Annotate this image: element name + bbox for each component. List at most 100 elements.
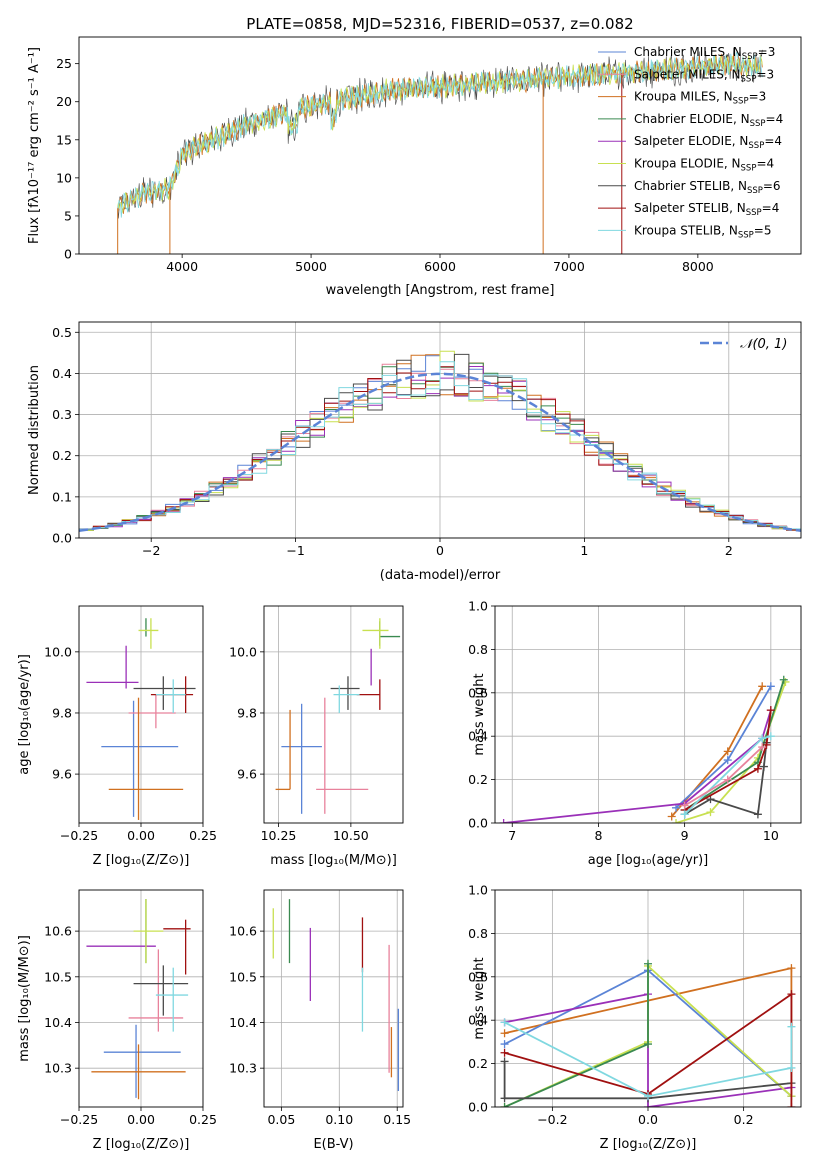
weight-marker <box>779 675 788 684</box>
axes-frame <box>494 889 802 1108</box>
legend: Chabrier MILES, NSSP=3 Salpeter MILES, NS… <box>598 45 783 240</box>
weight-marker <box>759 762 768 771</box>
plot-area <box>79 322 801 538</box>
weight-marker <box>644 1092 652 1101</box>
y-tick-label: 10.5 <box>44 969 72 984</box>
x-tick-label: 7 <box>508 828 516 843</box>
x-axis-label: age [log₁₀(age/yr)] <box>588 853 709 868</box>
x-axis-label: mass [log₁₀(M/M⊙)] <box>270 853 397 868</box>
y-tick-label: 0.3 <box>52 407 72 422</box>
weight-marker <box>500 1029 509 1038</box>
x-tick-label: 0.00 <box>127 828 155 843</box>
x-tick-label: 4000 <box>166 259 198 274</box>
weight-marker <box>680 801 689 810</box>
weight-marker <box>500 1048 509 1057</box>
x-tick-label: 5000 <box>295 259 327 274</box>
y-tick-label: 0.2 <box>468 772 488 787</box>
x-tick-label: 8 <box>594 828 602 843</box>
y-tick-label: 1.0 <box>468 599 488 614</box>
y-tick-label: 10.4 <box>229 1015 257 1030</box>
legend-entry: Salpeter STELIB, NSSP=4 <box>634 201 779 218</box>
legend-entry: Chabrier STELIB, NSSP=6 <box>634 179 781 196</box>
y-tick-label: 15 <box>56 132 72 147</box>
legend-entry: Kroupa MILES, NSSP=3 <box>634 90 766 107</box>
axes-weights_vs_Z: −0.2 0.0 0.2 0.0 0.2 0.4 0.6 0.8 1.0 <box>468 883 802 1127</box>
y-tick-label: 10.0 <box>229 644 257 659</box>
weight-marker <box>758 734 767 743</box>
y-tick-label: 0.6 <box>468 969 488 984</box>
axes-mass_vs_EBV: 0.05 0.10 0.15 10.3 10.4 10.5 10.6 <box>229 889 411 1127</box>
axes-frame <box>263 605 404 824</box>
x-axis-label: Z [log₁₀(Z/Z⊙)] <box>93 853 190 868</box>
weight-marker <box>723 756 732 765</box>
y-tick-label: 0.6 <box>468 685 488 700</box>
y-tick-label: 0.4 <box>468 1013 488 1028</box>
x-axis-label: (data-model)/error <box>380 568 501 583</box>
legend-entry: Chabrier ELODIE, NSSP=4 <box>634 112 783 129</box>
histogram-step <box>79 353 801 531</box>
weight-marker <box>680 810 689 819</box>
histogram-step <box>79 361 801 530</box>
weight-marker <box>644 959 652 968</box>
y-tick-label: 9.6 <box>52 767 72 782</box>
plot-area <box>79 606 203 823</box>
y-tick-label: 10.6 <box>229 924 257 939</box>
x-axis-label: Z [log₁₀(Z/Z⊙)] <box>93 1137 190 1152</box>
y-tick-label: 0.0 <box>468 816 488 831</box>
y-tick-label: 1.0 <box>468 883 488 898</box>
y-tick-label: 0.8 <box>468 926 488 941</box>
x-tick-label: −0.25 <box>60 828 98 843</box>
plot-area <box>495 606 801 823</box>
legend-entry: 𝒩(0, 1) <box>740 337 787 352</box>
y-tick-label: 0.4 <box>52 366 72 381</box>
y-axis-label: mass weight <box>472 957 487 1039</box>
x-tick-label: 0.25 <box>189 828 217 843</box>
weight-marker <box>644 1103 652 1107</box>
y-tick-label: 9.8 <box>237 705 257 720</box>
weight-line <box>675 685 772 809</box>
x-axis-label: Z [log₁₀(Z/Z⊙)] <box>600 1137 697 1152</box>
weight-marker <box>787 964 796 973</box>
axes-spectrum: 4000 5000 6000 7000 8000 0 5 10 15 20 25 <box>56 36 802 274</box>
gaussian-curve <box>79 372 801 533</box>
y-axis-label: Normed distribution <box>27 365 42 495</box>
y-tick-label: 0.4 <box>468 729 488 744</box>
weight-line <box>504 1021 793 1098</box>
x-tick-label: 0.05 <box>267 1112 295 1127</box>
axes-age_vs_mass: 10.25 10.50 9.6 9.8 10.0 <box>229 605 404 843</box>
x-tick-label: 0.0 <box>638 1112 658 1127</box>
y-tick-label: 10.4 <box>44 1015 72 1030</box>
weight-marker <box>753 764 762 773</box>
x-tick-label: 2 <box>725 543 733 558</box>
weight-marker <box>500 1018 509 1027</box>
weight-marker <box>787 1103 796 1107</box>
y-tick-label: 10.6 <box>44 924 72 939</box>
y-axis-label: age [log₁₀(age/yr)] <box>17 654 32 775</box>
y-axis-label: mass weight <box>472 673 487 755</box>
weight-line <box>503 1061 792 1100</box>
y-tick-label: 0.8 <box>468 642 488 657</box>
weight-marker <box>644 1040 652 1049</box>
y-tick-label: 10.3 <box>44 1061 72 1076</box>
y-axis-label: mass [log₁₀(M/M⊙)] <box>17 935 32 1062</box>
x-tick-label: 0.00 <box>127 1112 155 1127</box>
x-tick-label: 0 <box>436 543 444 558</box>
y-tick-label: 9.8 <box>52 705 72 720</box>
weight-marker <box>787 1022 796 1031</box>
weight-marker <box>723 747 732 756</box>
y-tick-label: 0.2 <box>52 448 72 463</box>
x-axis-label: wavelength [Angstrom, rest frame] <box>326 283 555 298</box>
weight-marker <box>766 706 775 715</box>
x-tick-label: −2 <box>142 543 160 558</box>
y-tick-label: 0.0 <box>468 1100 488 1115</box>
x-axis-label: E(B-V) <box>313 1137 353 1152</box>
x-tick-label: 0.2 <box>734 1112 754 1127</box>
y-tick-label: 10.0 <box>44 644 72 659</box>
weight-marker <box>500 1040 509 1049</box>
axes-frame <box>78 36 802 255</box>
legend-entry: Kroupa ELODIE, NSSP=4 <box>634 157 774 174</box>
weight-marker <box>499 819 508 823</box>
axes-frame <box>78 605 204 824</box>
plot-area <box>264 606 403 823</box>
axes-frame <box>78 889 204 1108</box>
